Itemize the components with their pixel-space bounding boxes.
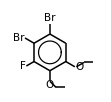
Text: F: F bbox=[20, 61, 26, 71]
Text: Br: Br bbox=[44, 13, 56, 23]
Text: Br: Br bbox=[13, 33, 25, 43]
Text: O: O bbox=[75, 62, 83, 72]
Text: O: O bbox=[46, 80, 54, 90]
